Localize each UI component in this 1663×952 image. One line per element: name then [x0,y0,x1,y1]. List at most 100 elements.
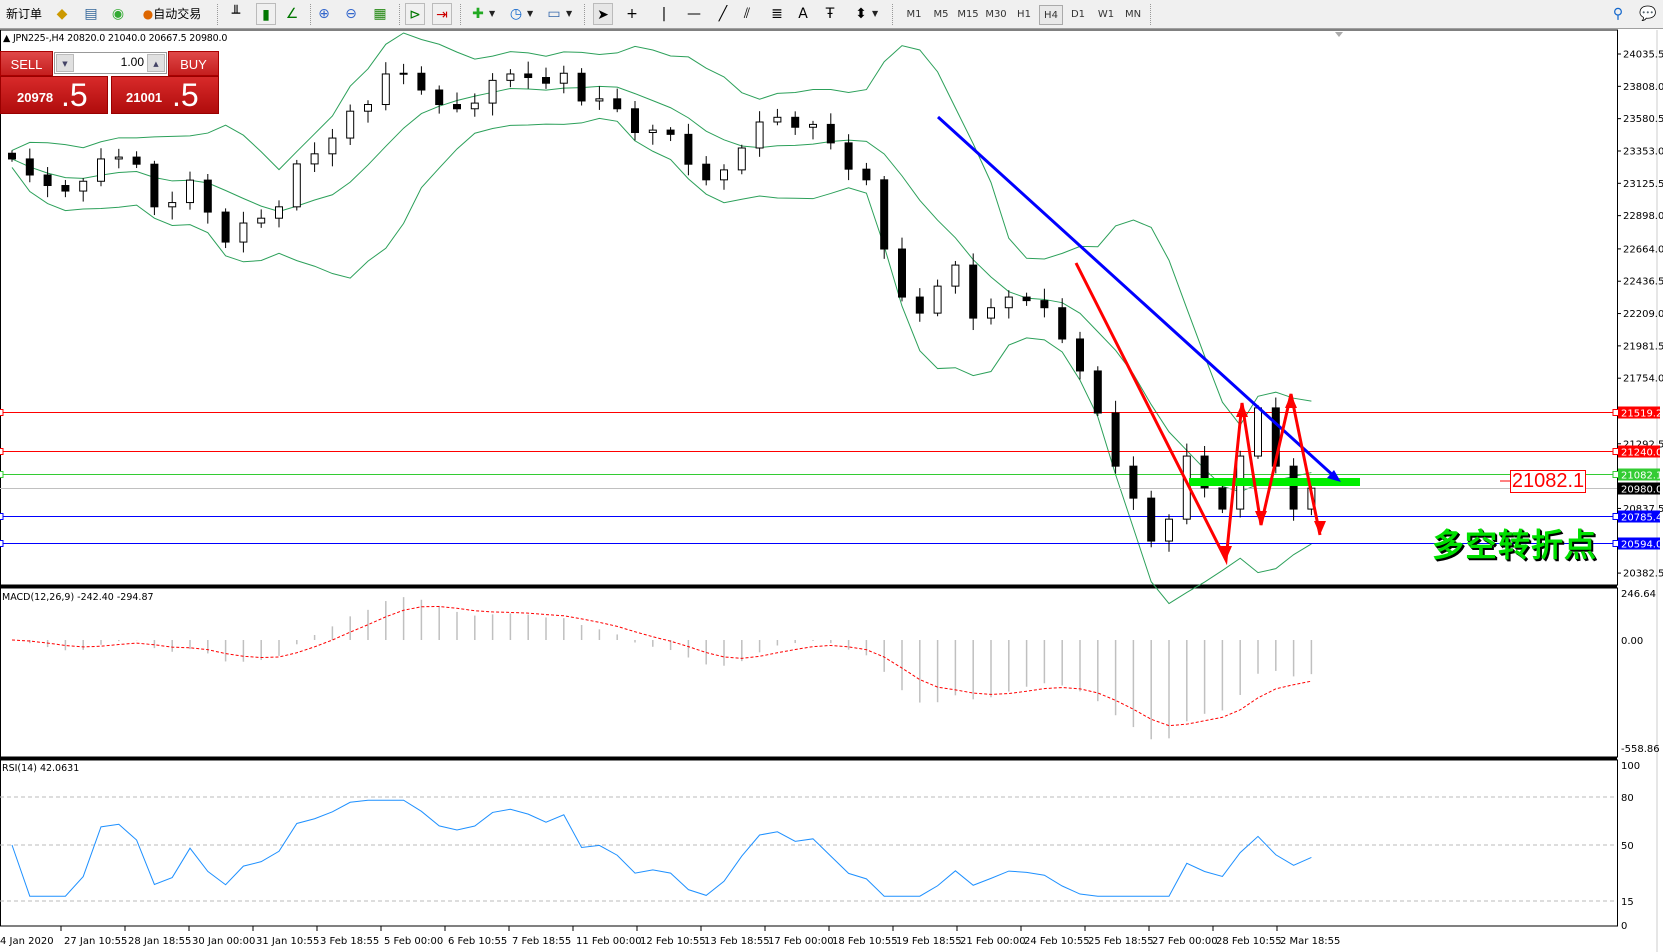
downtrend-line[interactable] [936,115,1338,480]
candle [399,63,408,85]
zoom-in-icon[interactable]: ⊕ [318,6,330,22]
zigzag-arrow-path[interactable] [1074,262,1322,566]
candle-body [1147,497,1156,542]
trendline-icon[interactable]: ╱ [718,6,728,22]
bar-chart-icon[interactable]: ╨ [231,6,241,22]
timeframe-h1[interactable]: H1 [1017,9,1031,20]
lot-size-stepper[interactable]: ▼ 1.00 ▲ [54,52,167,74]
candle-body [488,79,497,104]
buy-button[interactable]: BUY [168,51,219,76]
candle-body [292,163,301,208]
separator [310,4,312,25]
price-level-label: 20785.4 [1621,513,1662,524]
candle [1076,331,1084,380]
candle [239,211,248,253]
tile-windows-icon[interactable]: ▦ [373,6,387,22]
y-axis-label: 22436.5 [1623,277,1663,288]
templates-icon[interactable]: ▭ [547,6,561,22]
price-label-annotation[interactable]: 21082.1 [1510,470,1586,493]
x-axis-label: 21 Feb 00:00 [960,936,1026,947]
search-icon[interactable]: ⚲ [1612,6,1624,22]
candle [275,200,283,228]
indicators-icon[interactable]: ✚ [472,6,484,22]
text-label-icon[interactable]: Ŧ [825,6,835,22]
timeframe-m1[interactable]: M1 [906,9,922,20]
x-axis-label: 5 Feb 00:00 [384,936,443,947]
fibonacci-icon[interactable]: ≣ [771,6,783,22]
x-axis-label: 3 Feb 18:55 [320,936,379,947]
dropdown-arrow-icon[interactable]: ▼ [489,9,496,18]
autoscroll-icon[interactable]: ⊳ [405,3,425,25]
bollinger-middle [11,85,1312,493]
timeframe-m5[interactable]: M5 [933,9,949,20]
collapse-arrow-icon[interactable]: ▲ [3,33,11,44]
candle [987,298,995,325]
ask-price-button[interactable]: 21001 .5 [111,76,219,114]
line-chart-icon[interactable]: ∠ [285,6,299,22]
vertical-line-icon[interactable]: | [661,6,667,22]
crosshair-icon[interactable]: + [626,6,638,22]
candle [684,123,693,176]
dropdown-arrow-icon[interactable]: ▼ [527,9,534,18]
data-window-icon[interactable]: ▤ [84,6,98,22]
lot-size-value[interactable]: 1.00 [120,55,144,69]
cursor-icon[interactable]: ➤ [593,3,613,25]
symbol-ohlc-text: JPN225-,H4 20820.0 21040.0 20667.5 20980… [12,33,228,44]
candle-body [257,217,266,224]
dropdown-arrow-icon[interactable]: ▼ [872,9,879,18]
candle-body [666,129,675,135]
candle [791,111,800,135]
lot-increase-icon[interactable]: ▲ [147,54,165,72]
navigator-icon[interactable]: ◉ [111,6,125,22]
chat-icon[interactable]: 💬 [1639,6,1657,22]
macd-label: MACD(12,26,9) -242.40 -294.87 [2,592,154,603]
timeframe-m30[interactable]: M30 [985,9,1007,20]
candle-body [1076,338,1084,372]
market-watch-icon[interactable]: ◆ [56,6,68,22]
candle [1058,298,1067,344]
bid-price-main: 20978 [17,90,54,105]
timeframe-w1[interactable]: W1 [1097,9,1115,20]
timeframe-d1[interactable]: D1 [1070,9,1086,20]
candle-body [1165,518,1173,542]
timeframe-h4[interactable]: H4 [1039,5,1063,25]
x-axis-label: 11 Feb 00:00 [576,936,642,947]
chart-shift-icon[interactable]: ⇥ [432,3,452,25]
candlestick-icon[interactable]: ▮ [256,3,276,25]
x-axis-label: 2 Mar 18:55 [1280,936,1340,947]
lot-decrease-icon[interactable]: ▼ [56,54,74,72]
equidistant-channel-icon[interactable]: ⫽ [743,6,751,22]
new-order-button[interactable]: 新订单 [2,3,46,25]
x-axis-label: 19 Feb 18:55 [896,936,962,947]
zoom-out-icon[interactable]: ⊖ [345,6,357,22]
arrows-icon[interactable]: ⬍ [855,6,867,22]
text-icon[interactable]: A [798,6,808,22]
dropdown-arrow-icon[interactable]: ▼ [566,9,573,18]
candle [1093,366,1102,416]
price-level-badge [1618,510,1660,523]
bid-price-button[interactable]: 20978 .5 [0,76,108,114]
chart-header: ▲ JPN225-,H4 20820.0 21040.0 20667.5 209… [3,33,227,44]
candle-body [381,73,390,106]
timeframe-m15[interactable]: M15 [957,9,979,20]
candle-body [1040,300,1049,309]
level-handle [0,540,4,547]
reversal-point-text[interactable]: 多空转折点 [1432,526,1598,564]
timeframe-mn[interactable]: MN [1124,9,1142,20]
sell-button[interactable]: SELL [0,51,53,76]
candle-body [631,108,639,134]
horizontal-line-icon[interactable]: — [687,6,701,22]
candle [559,65,568,94]
auto-trading-button[interactable]: ●自动交易 [134,3,210,25]
y-axis-label: 23808.0 [1623,82,1663,93]
zigzag-arrowhead-icon [1314,521,1326,535]
candle-body [61,185,70,192]
candle-body [969,264,978,319]
y-axis-label: 20837.5 [1623,504,1663,515]
level-handle [0,409,4,416]
candle [898,237,906,302]
candle [364,100,372,123]
candle [310,142,319,173]
periods-icon[interactable]: ◷ [509,6,523,22]
